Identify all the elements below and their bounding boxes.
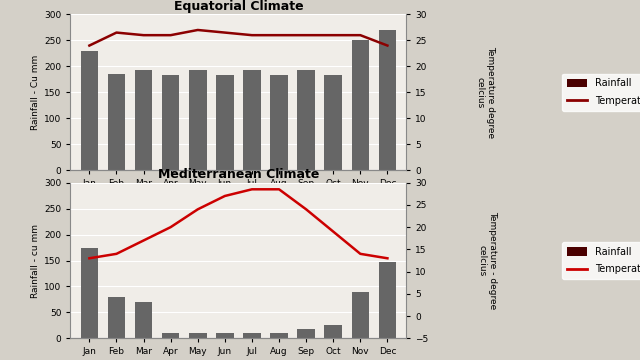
- Bar: [135, 70, 152, 170]
- Bar: [216, 333, 234, 338]
- Bar: [216, 75, 234, 170]
- Bar: [108, 74, 125, 170]
- Bar: [351, 292, 369, 338]
- Bar: [81, 248, 98, 338]
- Y-axis label: Rainfall - Cu mm: Rainfall - Cu mm: [31, 55, 40, 130]
- Y-axis label: Temperature - degree
celcius: Temperature - degree celcius: [477, 211, 497, 310]
- Legend: Rainfall, Temperature: Rainfall, Temperature: [563, 73, 640, 111]
- Bar: [298, 70, 315, 170]
- Bar: [108, 297, 125, 338]
- Bar: [81, 51, 98, 170]
- Bar: [243, 70, 260, 170]
- Bar: [351, 40, 369, 170]
- Bar: [270, 75, 288, 170]
- Bar: [324, 325, 342, 338]
- Bar: [243, 333, 260, 338]
- Title: Mediterranean Climate: Mediterranean Climate: [157, 168, 319, 181]
- Bar: [379, 262, 396, 338]
- Bar: [270, 333, 288, 338]
- Bar: [189, 70, 207, 170]
- Legend: Rainfall, Temperature: Rainfall, Temperature: [563, 242, 640, 279]
- Y-axis label: Rainfall - cu mm: Rainfall - cu mm: [31, 224, 40, 297]
- Y-axis label: Temperature degree
celcius: Temperature degree celcius: [476, 46, 495, 138]
- Bar: [135, 302, 152, 338]
- Bar: [162, 75, 179, 170]
- Bar: [189, 333, 207, 338]
- Bar: [298, 329, 315, 338]
- Bar: [162, 333, 179, 338]
- Title: Equatorial Climate: Equatorial Climate: [173, 0, 303, 13]
- Bar: [324, 75, 342, 170]
- Bar: [379, 30, 396, 170]
